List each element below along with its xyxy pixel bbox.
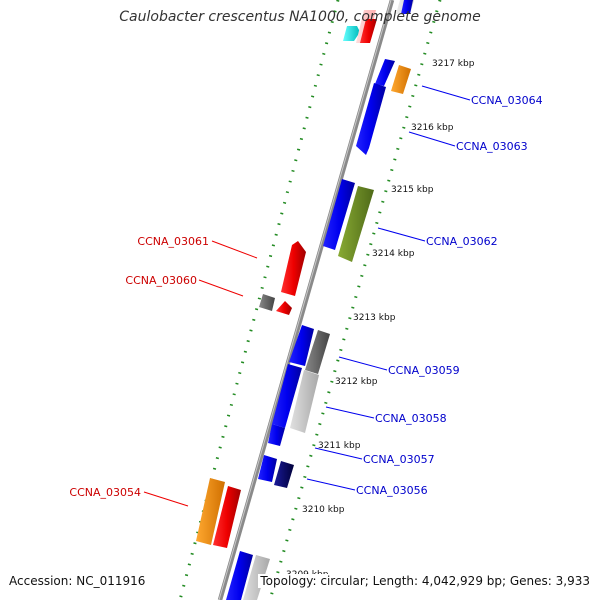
gene-label-03064[interactable]: CCNA_03064 xyxy=(471,94,543,107)
gene-feature-03064-blue[interactable] xyxy=(375,59,395,86)
gene-feature-03061[interactable] xyxy=(281,241,306,296)
gene-feature-03059[interactable] xyxy=(305,330,330,374)
genome-title: Caulobacter crescentus NA1000, complete … xyxy=(119,9,481,25)
kbp-label-3212: 3212 kbp xyxy=(335,377,378,387)
gene-label-03054[interactable]: CCNA_03054 xyxy=(69,486,141,499)
gene-feature-03059-blue[interactable] xyxy=(289,325,314,366)
gene-feature-red-top[interactable] xyxy=(360,19,377,43)
gene-feature-03054-red[interactable] xyxy=(213,486,241,548)
gene-feature-03060-gray[interactable] xyxy=(259,294,275,311)
gene-feature-03058-blue[interactable] xyxy=(272,364,302,428)
gene-label-03060[interactable]: CCNA_03060 xyxy=(125,274,197,287)
gene-feature-cyan[interactable] xyxy=(343,26,360,41)
gene-feature-03057[interactable] xyxy=(258,455,277,482)
gene-labels: CCNA_03064 CCNA_03063 CCNA_03062 CCNA_03… xyxy=(69,94,542,499)
gene-feature-bottom-blue[interactable] xyxy=(226,551,253,600)
kbp-label-3217: 3217 kbp xyxy=(432,59,475,69)
gene-feature-03060[interactable] xyxy=(276,301,292,315)
accession-label: Accession: NC_011916 xyxy=(7,574,148,588)
gene-label-03061[interactable]: CCNA_03061 xyxy=(137,235,209,248)
right-tick-track xyxy=(268,0,442,600)
topology-label: Topology: circular; Length: 4,042,929 bp… xyxy=(258,574,592,588)
gene-feature-03057-blue[interactable] xyxy=(268,424,285,446)
kbp-label-3211: 3211 kbp xyxy=(318,441,361,451)
gene-label-03057[interactable]: CCNA_03057 xyxy=(363,453,435,466)
genome-backbone-highlight xyxy=(218,0,392,600)
kbp-label-3216: 3216 kbp xyxy=(411,123,454,133)
gene-feature-blue-top[interactable] xyxy=(401,0,413,14)
gene-feature-03062-blue[interactable] xyxy=(323,179,355,250)
gene-feature-03058[interactable] xyxy=(290,370,319,433)
gene-feature-03062[interactable] xyxy=(338,186,374,262)
gene-label-03062[interactable]: CCNA_03062 xyxy=(426,235,498,248)
kbp-labels: 3217 kbp 3216 kbp 3215 kbp 3214 kbp 3213… xyxy=(286,59,475,580)
genome-backbone xyxy=(217,0,395,600)
kbp-label-3213: 3213 kbp xyxy=(353,313,396,323)
kbp-label-3215: 3215 kbp xyxy=(391,185,434,195)
kbp-label-3214: 3214 kbp xyxy=(372,249,415,259)
gene-label-03059[interactable]: CCNA_03059 xyxy=(388,364,460,377)
gene-feature-03063[interactable] xyxy=(356,83,386,155)
gene-feature-bottom-gray[interactable] xyxy=(243,555,270,600)
gene-features xyxy=(196,0,414,600)
gene-label-03063[interactable]: CCNA_03063 xyxy=(456,140,528,153)
gene-label-03056[interactable]: CCNA_03056 xyxy=(356,484,428,497)
gene-feature-03056[interactable] xyxy=(274,461,294,488)
gene-label-03058[interactable]: CCNA_03058 xyxy=(375,412,447,425)
leader-lines xyxy=(143,85,471,507)
gene-feature-03064[interactable] xyxy=(391,65,411,94)
gene-feature-03054[interactable] xyxy=(196,478,225,545)
kbp-label-3210: 3210 kbp xyxy=(302,505,345,515)
